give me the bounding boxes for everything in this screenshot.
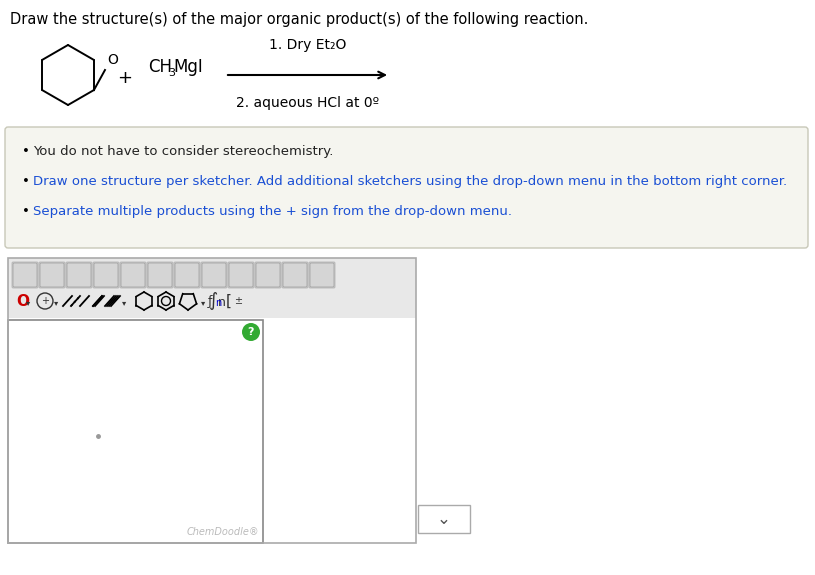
FancyBboxPatch shape [93,262,119,288]
Text: ⌄: ⌄ [437,510,451,528]
Text: •: • [22,145,30,159]
FancyBboxPatch shape [201,262,227,288]
Text: ±: ± [234,296,242,306]
Text: ?: ? [248,327,254,337]
Text: O: O [107,53,118,67]
FancyBboxPatch shape [282,262,308,288]
FancyBboxPatch shape [309,262,335,288]
Text: CH: CH [148,58,172,76]
FancyBboxPatch shape [67,263,91,287]
Text: •: • [22,205,30,218]
Text: •: • [22,175,30,189]
FancyBboxPatch shape [5,127,808,248]
Text: +: + [41,296,49,306]
Text: ▾: ▾ [201,298,205,308]
FancyBboxPatch shape [228,262,254,288]
Text: n: n [215,298,221,308]
Text: Separate multiple products using the + sign from the drop-down menu.: Separate multiple products using the + s… [33,205,512,218]
FancyBboxPatch shape [40,263,64,287]
Bar [8,320,263,543]
FancyBboxPatch shape [148,263,172,287]
FancyBboxPatch shape [256,263,280,287]
Circle shape [242,323,260,341]
Text: O: O [16,293,29,309]
Text: Draw one structure per sketcher. Add additional sketchers using the drop-down me: Draw one structure per sketcher. Add add… [33,175,787,189]
FancyBboxPatch shape [229,263,253,287]
FancyBboxPatch shape [66,262,92,288]
Text: ChemDoodle®: ChemDoodle® [187,527,259,537]
FancyBboxPatch shape [310,263,334,287]
FancyBboxPatch shape [175,263,199,287]
FancyBboxPatch shape [39,262,65,288]
Text: 2. aqueous HCl at 0º: 2. aqueous HCl at 0º [236,96,379,110]
FancyBboxPatch shape [120,262,146,288]
Bar [8,258,416,543]
Text: 1. Dry Et₂O: 1. Dry Et₂O [269,38,346,52]
FancyBboxPatch shape [174,262,200,288]
FancyBboxPatch shape [121,263,145,287]
Text: +: + [117,69,133,87]
FancyBboxPatch shape [255,262,281,288]
Text: Draw the structure(s) of the major organic product(s) of the following reaction.: Draw the structure(s) of the major organ… [10,12,588,27]
FancyBboxPatch shape [12,262,38,288]
FancyBboxPatch shape [283,263,307,287]
Text: ƒ: ƒ [208,294,213,308]
Text: [: [ [226,293,232,309]
Text: MgI: MgI [173,58,203,76]
FancyBboxPatch shape [13,263,37,287]
Text: $\int$n: $\int$n [208,290,226,312]
FancyBboxPatch shape [202,263,226,287]
FancyBboxPatch shape [147,262,173,288]
Text: ▾: ▾ [122,298,126,308]
Text: ▾: ▾ [26,298,30,308]
Text: ▾: ▾ [54,298,58,308]
Text: 3: 3 [168,68,175,78]
Text: You do not have to consider stereochemistry.: You do not have to consider stereochemis… [33,145,333,159]
Bar [8,258,416,318]
FancyBboxPatch shape [94,263,118,287]
Bar [418,505,470,533]
